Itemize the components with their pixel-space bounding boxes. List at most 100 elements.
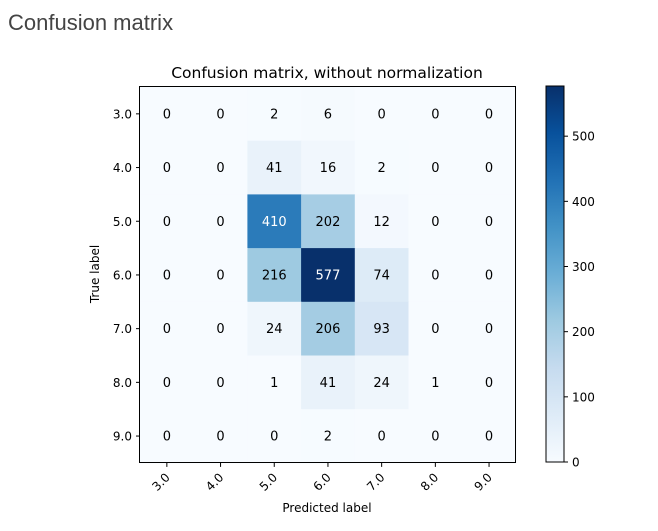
- y-tick-label: 6.0: [113, 268, 132, 282]
- cell-value-label: 0: [216, 376, 224, 391]
- heatmap-cell-labels: 0 0 2 6 0 0 00 0 41 16 2 0 00 0 410 202 12 0 00 0 216 577 74 0 0…: [163, 107, 493, 444]
- cell-value-label: 0: [378, 107, 386, 122]
- heatmap-cell: [247, 194, 302, 249]
- heatmap-cell: [140, 409, 195, 464]
- heatmap-cell: [193, 409, 248, 464]
- heatmap-cell: [140, 140, 195, 195]
- cell-value-label: 216: [262, 268, 287, 283]
- heatmap-cell: [193, 248, 248, 303]
- heatmap-cell: [247, 355, 302, 410]
- cell-value-label: 2: [324, 430, 332, 445]
- cell-value-label: 0: [163, 430, 171, 445]
- heatmap-cell: [301, 409, 356, 464]
- heatmap-cell: [462, 248, 517, 303]
- cell-value-label: 1: [270, 376, 278, 391]
- cell-value-label: 0: [216, 107, 224, 122]
- cell-value-label: 74: [373, 268, 390, 283]
- heatmap-cell: [354, 409, 410, 464]
- x-tick-label: 3.0: [149, 470, 172, 493]
- heatmap-cell: [462, 87, 517, 142]
- heatmap-cell: [354, 194, 410, 249]
- heatmap-cell: [140, 194, 195, 249]
- cell-value-label: 0: [431, 161, 439, 176]
- colorbar-ticks: 0 100 200 300 400 500: [564, 130, 595, 470]
- cell-value-label: 0: [163, 322, 171, 337]
- heatmap-cell: [301, 301, 356, 357]
- cell-value-label: 410: [262, 215, 287, 230]
- heatmap-cell: [462, 301, 517, 357]
- cell-value-label: 0: [216, 268, 224, 283]
- heatmap-cell: [301, 140, 356, 195]
- heatmap-cell: [462, 355, 517, 410]
- cell-value-label: 206: [316, 322, 341, 337]
- cell-value-label: 2: [270, 107, 278, 122]
- cell-value-label: 0: [431, 430, 439, 445]
- cell-value-label: 0: [485, 322, 493, 337]
- x-axis-label: Predicted label: [282, 501, 371, 515]
- heatmap-cell: [354, 301, 410, 357]
- heatmap-cell: [354, 355, 410, 410]
- y-tick-label: 3.0: [113, 107, 132, 121]
- heatmap-cell: [247, 248, 302, 303]
- cell-value-label: 0: [431, 322, 439, 337]
- heatmap-cell: [462, 194, 517, 249]
- heatmap-cell: [301, 248, 356, 303]
- y-tick-label: 7.0: [113, 322, 132, 336]
- cell-value-label: 93: [373, 322, 390, 337]
- heatmap-cell: [301, 194, 356, 249]
- heatmap-cell: [140, 301, 195, 357]
- colorbar-tick-label: 500: [572, 130, 595, 144]
- cell-value-label: 0: [485, 107, 493, 122]
- x-tick-label: 9.0: [472, 470, 495, 493]
- cell-value-label: 0: [216, 322, 224, 337]
- cell-value-label: 0: [378, 430, 386, 445]
- cell-value-label: 12: [373, 215, 390, 230]
- heatmap-cell: [193, 301, 248, 357]
- page-title: Confusion matrix: [8, 10, 174, 35]
- chart-title: Confusion matrix, without normalization: [171, 64, 483, 82]
- heatmap-cell: [140, 248, 195, 303]
- cell-value-label: 0: [485, 215, 493, 230]
- heatmap-cell: [354, 248, 410, 303]
- heatmap-cell: [247, 301, 302, 357]
- cell-value-label: 16: [320, 161, 337, 176]
- cell-value-label: 0: [270, 430, 278, 445]
- colorbar: [545, 85, 565, 463]
- cell-value-label: 0: [163, 107, 171, 122]
- cell-value-label: 0: [216, 430, 224, 445]
- y-tick-label: 4.0: [113, 161, 132, 175]
- heatmap-cells: [140, 87, 517, 464]
- x-tick-label: 6.0: [310, 470, 333, 493]
- heatmap-cell: [247, 140, 302, 195]
- cell-value-label: 41: [320, 376, 337, 391]
- heatmap-cell: [301, 355, 356, 410]
- heatmap-cell: [408, 301, 463, 357]
- x-axis-ticks: 3.0 4.0 5.0 6.0 7.0 8.0 9.0: [149, 462, 495, 494]
- y-tick-label: 9.0: [113, 430, 132, 444]
- heatmap-cell: [193, 140, 248, 195]
- heatmap-cell: [140, 355, 195, 410]
- cell-value-label: 6: [324, 107, 332, 122]
- x-tick-label: 8.0: [418, 470, 441, 493]
- cell-value-label: 41: [266, 161, 283, 176]
- cell-value-label: 0: [431, 215, 439, 230]
- colorbar-tick-label: 400: [572, 195, 595, 209]
- x-tick-label: 7.0: [364, 470, 387, 493]
- x-tick-label: 4.0: [203, 470, 226, 493]
- cell-value-label: 0: [216, 161, 224, 176]
- heatmap-cell: [462, 140, 517, 195]
- cell-value-label: 0: [163, 215, 171, 230]
- heatmap-cell: [408, 409, 463, 464]
- heatmap-cell: [408, 194, 463, 249]
- heatmap-cell: [301, 87, 356, 142]
- colorbar-tick-label: 0: [572, 456, 580, 470]
- x-tick-label: 5.0: [257, 470, 280, 493]
- cell-value-label: 0: [163, 161, 171, 176]
- cell-value-label: 0: [485, 376, 493, 391]
- heatmap-cell: [354, 140, 410, 195]
- cell-value-label: 0: [163, 376, 171, 391]
- cell-value-label: 202: [316, 215, 341, 230]
- colorbar-tick-label: 300: [572, 260, 595, 274]
- y-tick-label: 5.0: [113, 215, 132, 229]
